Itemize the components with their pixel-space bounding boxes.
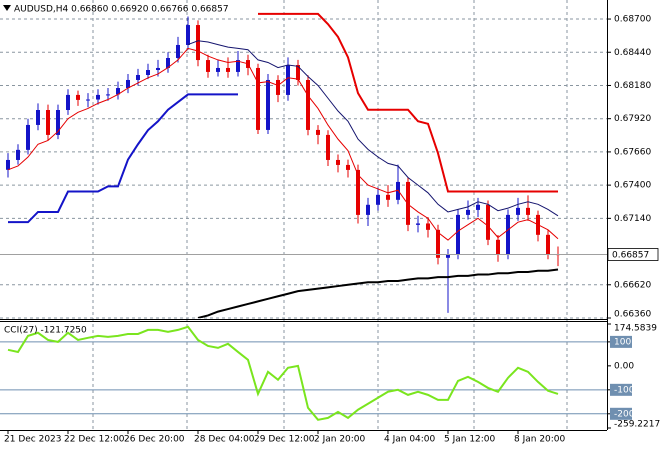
y-tick-label: 0.66620 <box>614 280 651 290</box>
candle-body <box>286 65 290 95</box>
y-tick-box <box>610 335 632 348</box>
candle-body <box>66 94 70 111</box>
candle-body <box>326 134 330 160</box>
candle-body <box>276 79 280 95</box>
candle-body <box>56 110 60 135</box>
candle-body <box>6 159 10 170</box>
candle-body <box>416 223 420 225</box>
x-tick-label: 5 Jan 12:00 <box>444 435 496 445</box>
candle-body <box>476 204 480 210</box>
y-tick-label: 0.68700 <box>614 15 651 25</box>
candle-body <box>516 207 520 215</box>
axes: 0.68700 0.68440 0.68180 0.67920 0.67660 0.674… <box>4 15 660 445</box>
candle-body <box>426 223 430 230</box>
x-tick-label: 22 Dec 12:00 <box>64 435 125 445</box>
candle-body <box>136 74 140 80</box>
x-tick-label: 8 Jan 20:00 <box>514 435 566 445</box>
candle-body <box>546 234 550 255</box>
candle-body <box>206 60 210 72</box>
y-tick-label: -259.2217 <box>614 420 660 430</box>
y-tick-label: 0.66360 <box>614 310 651 320</box>
candle-body <box>26 124 30 150</box>
candle-body <box>436 229 440 258</box>
y-tick-label: -100 <box>614 385 635 395</box>
candle-body <box>406 181 410 225</box>
candle-body <box>376 194 380 205</box>
candle-body <box>216 67 220 72</box>
candle-body <box>76 94 80 100</box>
indicator-line <box>7 47 559 241</box>
candle-body <box>116 88 120 95</box>
candle-body <box>486 204 490 240</box>
candle-body <box>166 58 170 68</box>
indicator-line <box>8 93 238 224</box>
candle-body <box>126 79 130 89</box>
candle-body <box>336 159 340 165</box>
candle-body <box>316 129 320 135</box>
x-tick-label: 29 Dec 12:00 <box>254 435 315 445</box>
candle-body <box>386 194 390 200</box>
y-tick-label: -200 <box>614 409 635 419</box>
main-grid <box>0 18 607 319</box>
y-tick-label: 0.68440 <box>614 48 651 58</box>
last-price-label: 0.66857 <box>612 251 649 261</box>
cci-panel <box>0 325 607 421</box>
candle-body <box>256 67 260 130</box>
x-tick-label: 21 Dec 2023 <box>4 435 62 445</box>
x-tick-label: 28 Dec 04:00 <box>194 435 255 445</box>
candle-body <box>466 209 470 215</box>
candle-body <box>456 214 460 255</box>
y-tick-label: 174.5839 <box>614 324 657 334</box>
y-tick-label: 0.67400 <box>614 181 651 191</box>
candle-body <box>36 110 40 125</box>
candle-body <box>356 169 360 215</box>
candle-body <box>146 70 150 75</box>
candle-body <box>526 207 530 215</box>
indicator-line <box>258 12 558 193</box>
y-tick-label: 0.67140 <box>614 214 651 224</box>
candle-body <box>156 67 160 71</box>
price-panel <box>6 12 560 318</box>
y-tick-box <box>610 407 632 420</box>
candle-body <box>46 110 50 135</box>
candle-body <box>96 94 100 100</box>
x-tick-label: 4 Jan 04:00 <box>384 435 436 445</box>
candle-body <box>296 65 300 80</box>
indicator-line <box>197 268 559 318</box>
candle-body <box>16 149 20 160</box>
candle-body <box>366 204 370 215</box>
candle-body <box>306 79 310 130</box>
y-tick-label: 0.67920 <box>614 114 651 124</box>
cci-title: CCI(27) -121.7250 <box>4 326 87 336</box>
candle-body <box>86 99 90 101</box>
y-tick-label: 0.67660 <box>614 147 651 157</box>
y-tick-label: 0.68180 <box>614 81 651 91</box>
y-tick-label: 100 <box>614 337 631 347</box>
y-tick-box <box>610 383 632 396</box>
indicator-line <box>187 40 559 217</box>
x-tick-label: 2 Jan 20:00 <box>314 435 366 445</box>
menu-icon[interactable] <box>3 5 11 11</box>
candle-body <box>106 94 110 96</box>
candle-body <box>266 79 270 130</box>
candle-body <box>236 60 240 72</box>
candle-body <box>226 67 230 72</box>
candle-body <box>506 214 510 255</box>
cci-line <box>7 325 559 421</box>
frame <box>0 0 608 431</box>
last-price-box <box>607 248 659 261</box>
chart-title: AUDUSD,H4 0.66860 0.66920 0.66766 0.6685… <box>14 5 229 15</box>
x-tick-label: 26 Dec 20:00 <box>124 435 185 445</box>
candle-body <box>346 164 350 170</box>
candle-body <box>446 254 450 258</box>
candle-body <box>186 25 190 45</box>
candle-body <box>176 44 180 59</box>
candle-body <box>196 25 200 61</box>
candle-body <box>496 239 500 255</box>
y-tick-label: 0.00 <box>614 361 634 371</box>
